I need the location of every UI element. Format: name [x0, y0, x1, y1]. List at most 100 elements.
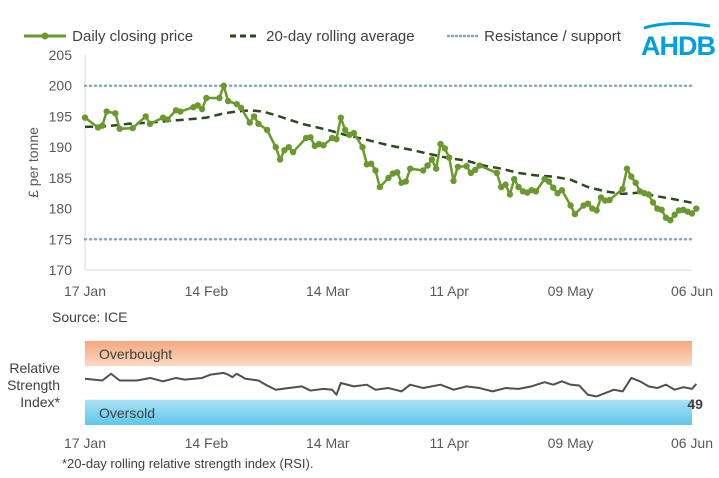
- daily-close-point: [129, 124, 136, 132]
- daily-close-point: [658, 206, 665, 213]
- daily-close-point: [428, 156, 436, 163]
- rsi-chart: Overbought Oversold RelativeStrengthIndex*…: [7, 341, 713, 451]
- x-tick-label: 11 Apr: [429, 283, 469, 299]
- x-tick-label: 14 Mar: [306, 283, 350, 299]
- daily-close-point: [402, 178, 410, 185]
- legend-label: 20-day rolling average: [266, 28, 415, 45]
- daily-close-point: [333, 135, 340, 143]
- daily-close-point: [250, 113, 258, 120]
- legend-label: Resistance / support: [484, 28, 621, 45]
- daily-close-point: [476, 162, 483, 169]
- daily-close-point: [619, 185, 626, 193]
- daily-close-point: [424, 162, 431, 169]
- daily-close-point: [177, 108, 184, 115]
- daily-close-point: [272, 143, 279, 151]
- daily-close-point: [515, 183, 522, 191]
- daily-close-point: [593, 207, 600, 214]
- daily-close-point: [649, 199, 657, 206]
- daily-close-point: [337, 114, 345, 121]
- overbought-label: Overbought: [99, 346, 172, 362]
- daily-close-point: [623, 165, 631, 172]
- daily-close-point: [103, 108, 110, 115]
- daily-close-point: [246, 119, 253, 126]
- daily-close-point: [632, 179, 639, 186]
- daily-close-point: [567, 202, 574, 209]
- rsi-axis-label: Relative: [9, 360, 60, 376]
- daily-close-point: [550, 184, 557, 191]
- daily-close-point: [472, 166, 479, 174]
- legend-swatch-dotted: [446, 34, 480, 38]
- y-axis-label: £ per tonne: [25, 127, 41, 198]
- daily-close-point: [237, 104, 245, 112]
- daily-close-point: [276, 156, 284, 163]
- daily-close-point: [628, 173, 635, 180]
- daily-close-point: [406, 165, 414, 172]
- x-tick-label: 09 May: [548, 283, 594, 299]
- y-tick-label: 190: [49, 139, 73, 155]
- rsi-x-tick-label: 14 Mar: [306, 435, 350, 451]
- daily-close-point: [502, 181, 509, 188]
- y-tick-label: 185: [49, 170, 73, 186]
- rsi-x-tick-label: 14 Feb: [185, 435, 229, 451]
- daily-close-point: [463, 162, 470, 170]
- daily-close-point: [645, 191, 652, 198]
- daily-close-point: [693, 205, 700, 212]
- daily-close-point: [307, 134, 314, 141]
- legend-item-rolling-average: 20-day rolling average: [228, 28, 415, 45]
- rsi-x-tick-label: 09 May: [548, 435, 594, 451]
- rsi-last-value: 49: [687, 396, 703, 412]
- daily-close-point: [532, 188, 540, 195]
- daily-close-point: [372, 167, 379, 174]
- source-note: Source: ICE: [52, 309, 127, 325]
- daily-close-point: [558, 186, 566, 194]
- rsi-axis-label: Strength: [7, 377, 60, 393]
- rsi-axis-label: Index*: [20, 394, 60, 410]
- rsi-x-tick-label: 11 Apr: [429, 435, 469, 451]
- daily-close-point: [216, 94, 223, 102]
- daily-close-point: [146, 120, 154, 128]
- daily-close-point: [432, 165, 440, 172]
- rsi-x-tick-label: 06 Jun: [671, 435, 713, 451]
- legend-item-resistance-support: Resistance / support: [446, 28, 621, 45]
- daily-close-point: [224, 97, 232, 105]
- daily-close-point: [341, 126, 349, 134]
- daily-close-point: [99, 122, 106, 129]
- footnote: *20-day rolling relative strength index …: [62, 456, 313, 471]
- y-tick-label: 195: [49, 108, 73, 124]
- daily-close-point: [584, 200, 592, 207]
- daily-close-point: [385, 174, 392, 182]
- daily-close-point: [393, 169, 401, 176]
- daily-close-point: [194, 102, 201, 109]
- daily-close-point: [350, 129, 358, 137]
- daily-close-point: [376, 183, 384, 191]
- y-tick-label: 200: [49, 78, 73, 94]
- rsi-line: [84, 371, 698, 398]
- x-tick-label: 17 Jan: [64, 283, 106, 299]
- daily-close-point: [112, 110, 119, 117]
- daily-close-point: [142, 113, 149, 120]
- x-tick-label: 06 Jun: [671, 283, 713, 299]
- daily-close-point: [441, 145, 449, 152]
- logo-graphic: AHDB: [641, 21, 716, 61]
- daily-close-point: [437, 140, 444, 148]
- x-tick-label: 14 Feb: [185, 283, 229, 299]
- daily-close-point: [450, 177, 457, 185]
- daily-close-point: [446, 154, 453, 161]
- price-chart: 170 175 180 185 190 195 200 205 £ per tonne 17 Ja…: [25, 47, 713, 299]
- daily-close-point: [571, 210, 579, 218]
- rolling-average-line: [84, 109, 697, 205]
- daily-close-point: [367, 160, 375, 167]
- daily-close-point: [667, 217, 674, 224]
- daily-close-point: [233, 100, 240, 108]
- daily-close-point: [263, 126, 271, 134]
- oversold-label: Oversold: [99, 405, 155, 421]
- daily-close-point: [198, 105, 206, 113]
- daily-close-point: [545, 178, 553, 185]
- legend-item-daily-close: Daily closing price: [22, 28, 193, 45]
- y-tick-label: 180: [49, 201, 73, 217]
- daily-close-point: [506, 191, 514, 198]
- daily-close-point: [671, 211, 678, 218]
- daily-close-point: [289, 148, 297, 156]
- logo-text: AHDB: [641, 31, 715, 61]
- daily-close-point: [81, 114, 89, 121]
